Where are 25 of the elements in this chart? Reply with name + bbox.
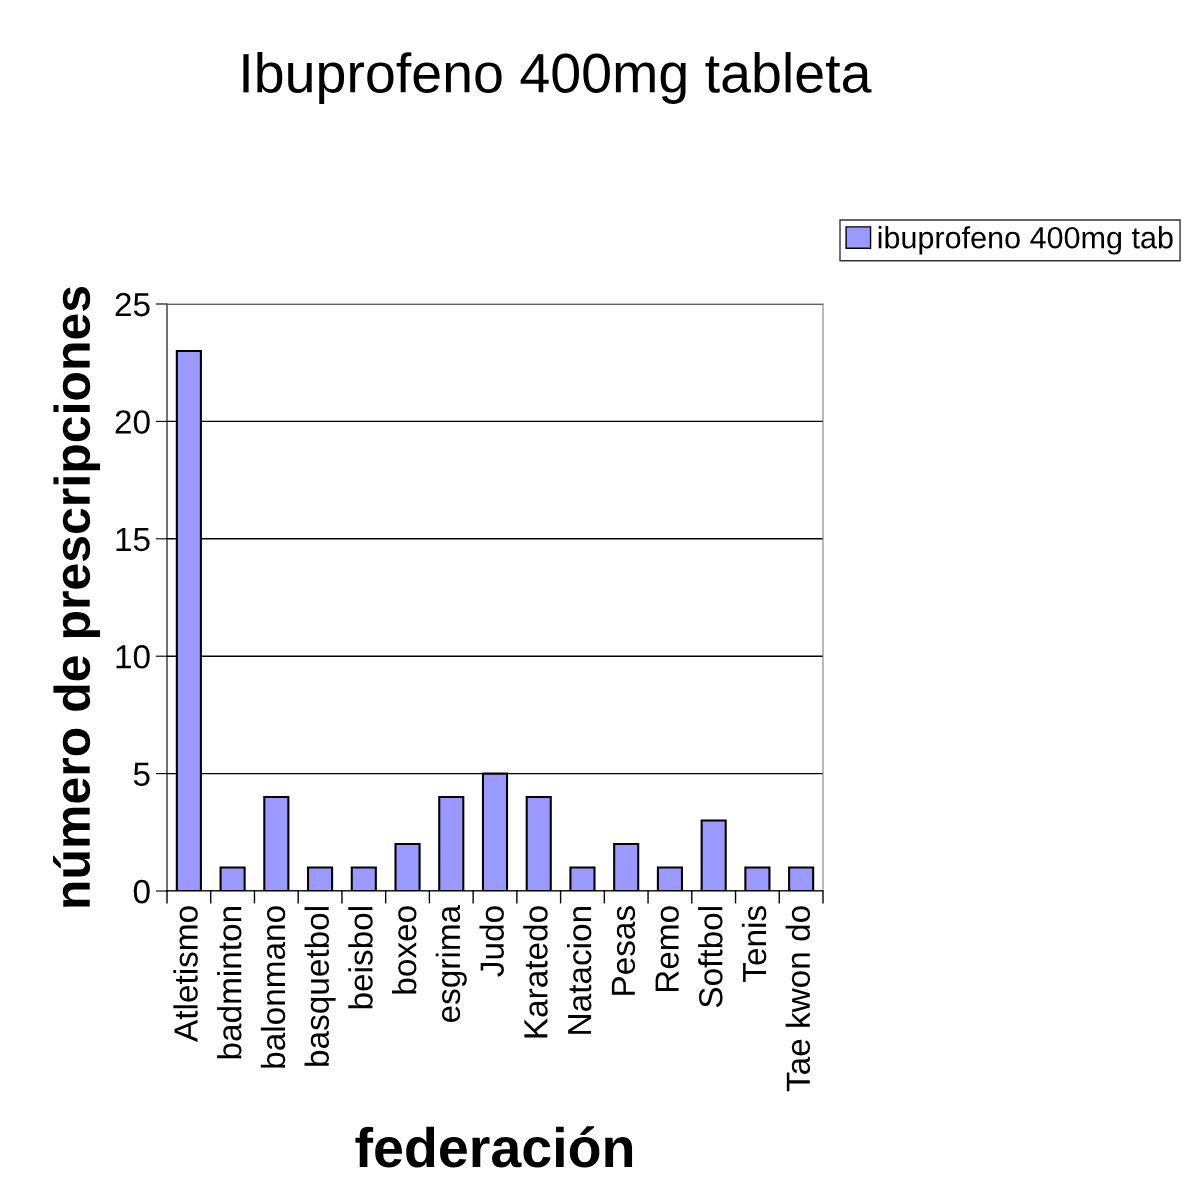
x-tick-label: Softbol bbox=[698, 907, 723, 1008]
y-tick-label: 5 bbox=[133, 762, 150, 787]
y-tick-label: 10 bbox=[116, 645, 150, 669]
y-tick-label: 0 bbox=[133, 879, 150, 904]
x-tick-label: boxeo bbox=[392, 906, 417, 994]
x-tick-label: Atletismo bbox=[173, 906, 198, 1042]
x-tick-label: Natacion bbox=[566, 907, 592, 1034]
chart-title: Ibuprofeno 400mg tableta bbox=[243, 52, 872, 104]
x-tick-label: basquetbol bbox=[304, 907, 336, 1066]
y-tick-label: 15 bbox=[116, 527, 150, 552]
x-tick-label: Tae kwon do bbox=[785, 906, 811, 1092]
y-tick-label: 25 bbox=[115, 292, 150, 317]
x-tick-label: esgrima bbox=[435, 904, 467, 1023]
x-tick-label: balonmano bbox=[260, 906, 286, 1068]
x-tick-label: Karatedo bbox=[523, 906, 548, 1038]
x-tick-label: badminton bbox=[217, 907, 242, 1059]
x-axis-title: federación bbox=[355, 1126, 633, 1168]
x-tick-label: Tenis bbox=[741, 906, 767, 982]
x-tick-label: Remo bbox=[655, 906, 679, 992]
x-tick-label: beisbol bbox=[348, 907, 373, 1009]
legend-label: ibuprofeno 400mg tab bbox=[878, 226, 1173, 255]
x-tick-label: Pesas bbox=[611, 906, 636, 995]
y-tick-label: 20 bbox=[115, 410, 150, 434]
y-axis-title: número de prescripciones bbox=[53, 286, 101, 907]
x-tick-label: Judo bbox=[479, 906, 504, 977]
